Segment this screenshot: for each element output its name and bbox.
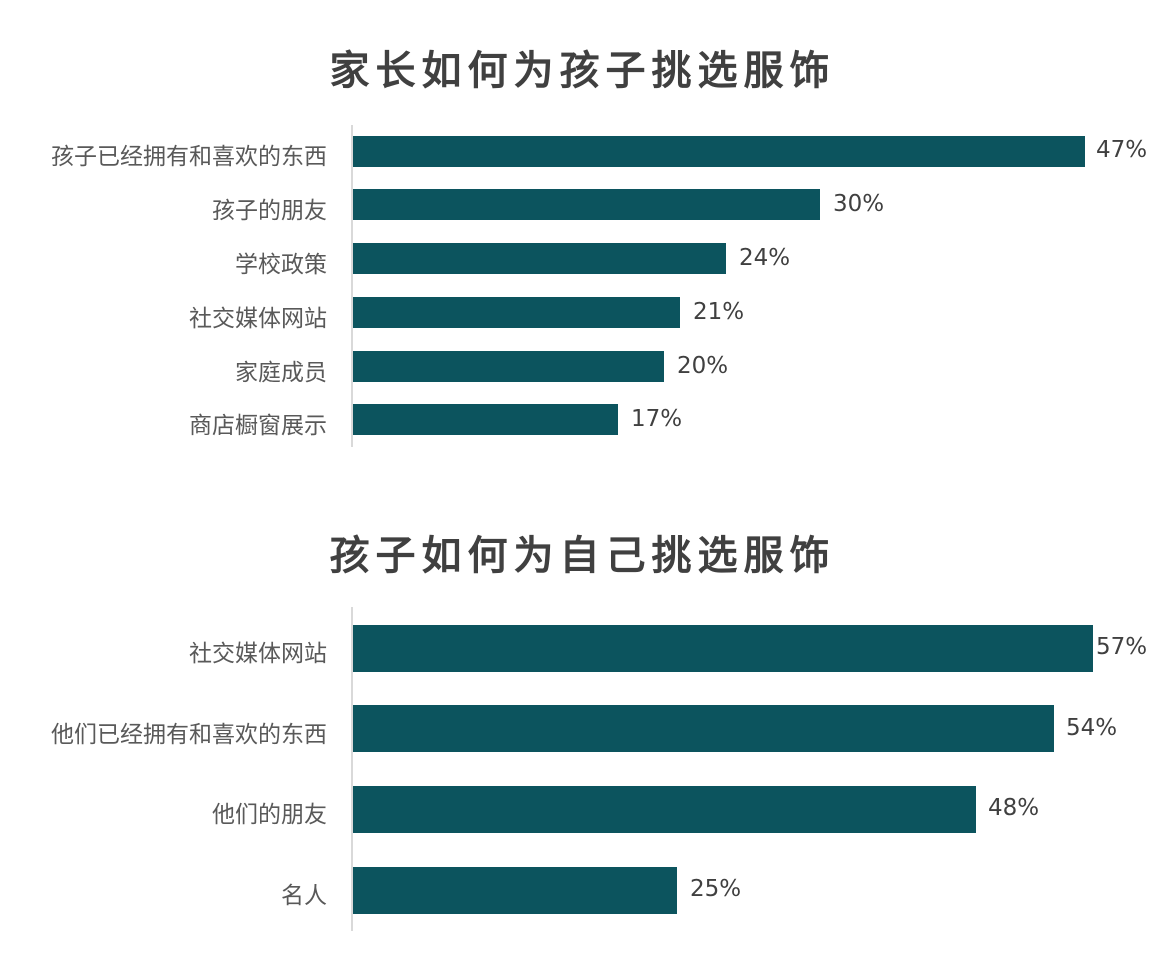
- bar: [353, 189, 820, 220]
- category-label: 社交媒体网站: [189, 306, 327, 332]
- category-label: 他们的朋友: [212, 802, 327, 828]
- category-label: 名人: [281, 883, 327, 909]
- value-label: 21%: [693, 299, 745, 325]
- bar: [353, 297, 680, 328]
- category-label: 他们已经拥有和喜欢的东西: [51, 722, 327, 748]
- category-label: 社交媒体网站: [189, 641, 327, 667]
- bar: [353, 136, 1085, 167]
- value-label: 20%: [677, 353, 729, 379]
- category-axis: [351, 125, 353, 447]
- value-label: 24%: [739, 245, 791, 271]
- bar: [353, 705, 1054, 752]
- category-label: 学校政策: [235, 252, 327, 278]
- bar: [353, 243, 726, 274]
- value-label: 17%: [631, 406, 683, 432]
- category-label: 孩子已经拥有和喜欢的东西: [51, 144, 327, 170]
- bar: [353, 867, 677, 914]
- bar: [353, 625, 1093, 672]
- category-label: 商店橱窗展示: [189, 413, 327, 439]
- category-axis: [351, 607, 353, 931]
- value-label: 48%: [988, 795, 1040, 821]
- bar: [353, 786, 976, 833]
- category-label: 家庭成员: [235, 360, 327, 386]
- value-label: 25%: [690, 876, 742, 902]
- value-label: 54%: [1066, 715, 1118, 741]
- bar: [353, 351, 664, 382]
- value-label: 57%: [1096, 634, 1148, 660]
- value-label: 30%: [833, 191, 885, 217]
- chart-title: 孩子如何为自己挑选服饰: [329, 533, 836, 579]
- chart-title: 家长如何为孩子挑选服饰: [329, 48, 836, 94]
- value-label: 47%: [1096, 137, 1148, 163]
- bar: [353, 404, 618, 435]
- category-label: 孩子的朋友: [212, 198, 327, 224]
